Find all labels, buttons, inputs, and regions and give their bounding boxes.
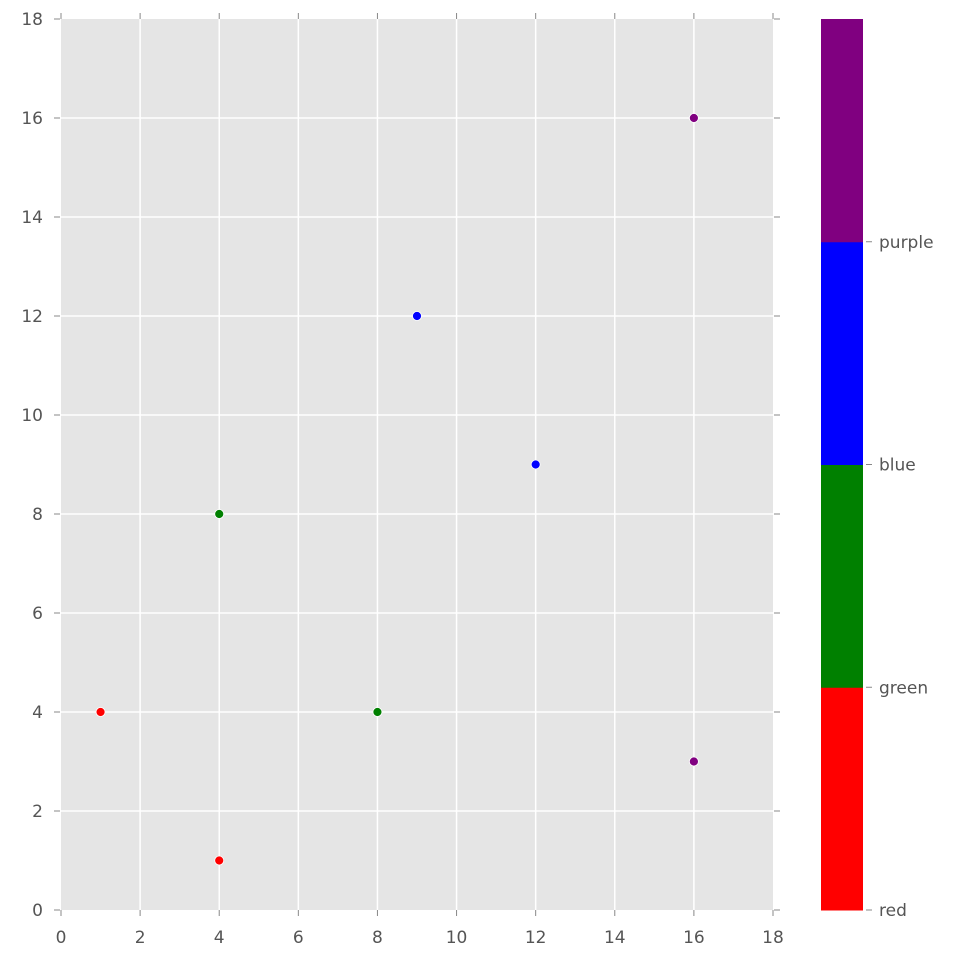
x-tick-label: 10 (446, 928, 468, 948)
y-tick-label: 0 (32, 901, 43, 921)
x-tick-label: 18 (762, 928, 784, 948)
colorbar-label-red: red (879, 901, 907, 921)
y-tick-label: 2 (32, 802, 43, 822)
x-tick-label: 4 (214, 928, 225, 948)
x-tick-label: 12 (525, 928, 547, 948)
scatter-points (95, 113, 699, 866)
y-tick-label: 18 (21, 10, 43, 30)
x-tick-label: 16 (683, 928, 705, 948)
y-tick-label: 12 (21, 307, 43, 327)
scatter-point-red (214, 855, 225, 866)
scatter-point-blue (530, 459, 541, 470)
colorbar-tick-labels: red green blue purple (866, 233, 934, 921)
colorbar (821, 19, 863, 911)
colorbar-segment-red (821, 687, 863, 911)
x-tick-label: 0 (56, 928, 67, 948)
plot-background (61, 19, 773, 910)
y-tick-label: 10 (21, 406, 43, 426)
x-tick-label: 6 (293, 928, 304, 948)
y-tick-label: 8 (32, 505, 43, 525)
axis-ticks (54, 13, 780, 916)
colorbar-segment-purple (821, 19, 863, 243)
x-tick-label: 14 (604, 928, 626, 948)
scatter-point-purple (688, 113, 699, 123)
x-tick-label: 2 (135, 928, 146, 948)
colorbar-segment-blue (821, 241, 863, 465)
y-axis-tick-labels: 0 2 4 6 8 10 12 14 16 18 (21, 10, 43, 921)
colorbar-label-purple: purple (879, 233, 934, 253)
y-tick-label: 6 (32, 604, 43, 624)
colorbar-segment-green (821, 464, 863, 688)
x-tick-label: 8 (372, 928, 383, 948)
scatter-point-green (372, 707, 383, 717)
scatter-point-blue (412, 311, 422, 321)
scatter-point-green (214, 509, 225, 519)
scatter-point-red (95, 707, 106, 717)
y-tick-label: 14 (21, 208, 43, 228)
x-axis-tick-labels: 0 2 4 6 8 10 12 14 16 18 (56, 928, 784, 948)
scatter-point-purple (688, 756, 699, 767)
y-tick-label: 16 (21, 109, 43, 129)
colorbar-label-blue: blue (879, 456, 916, 476)
colorbar-label-green: green (879, 678, 928, 698)
y-tick-label: 4 (32, 703, 43, 723)
